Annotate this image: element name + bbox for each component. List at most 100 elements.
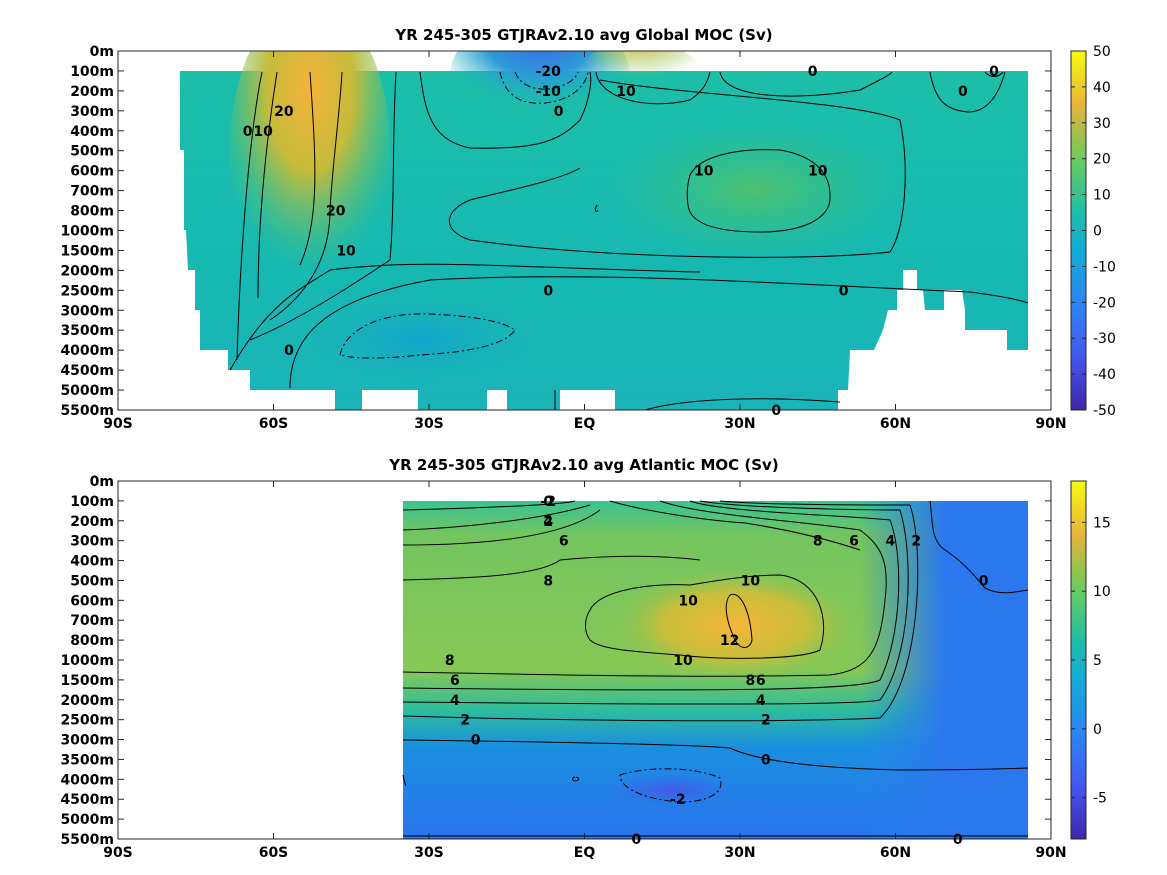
x-tick-label: EQ	[574, 416, 596, 432]
atlantic-axes: 0m 100m 200m 300m 400m 500m 600m 700m 800m 1000m 1…	[60, 474, 1066, 861]
y-tick-label: 600m	[70, 593, 114, 609]
y-tick-label: 400m	[70, 124, 114, 140]
y-tick-label: 4500m	[60, 792, 114, 808]
y-tick-label: 5500m	[60, 832, 114, 848]
y-tick-label: 2500m	[60, 713, 114, 729]
x-tick-label: 60S	[259, 416, 289, 432]
contour-label: 8	[543, 573, 553, 589]
colorbar-tick-label: 10	[1093, 584, 1111, 600]
x-tick-label: 60N	[880, 845, 911, 861]
colorbar-tick-label: 30	[1093, 116, 1111, 132]
contour-label: 0	[471, 733, 481, 749]
y-tick-label: 4000m	[60, 343, 114, 359]
contour-label: 4	[885, 534, 895, 550]
contour-label: 2	[761, 713, 771, 729]
y-tick-label: 400m	[70, 554, 114, 570]
x-tick-label: 60N	[880, 416, 911, 432]
colorbar-tick-label: -30	[1093, 331, 1116, 347]
colorbar-tick-label: 0	[1093, 722, 1102, 738]
contour-label: 2	[460, 713, 470, 729]
contour-label: 20	[274, 104, 294, 120]
contour-label: 0	[979, 573, 989, 589]
y-tick-label: 500m	[70, 573, 114, 589]
contour-label: 10	[253, 124, 273, 140]
contour-label: 0	[554, 104, 564, 120]
y-tick-label: 0m	[90, 474, 114, 490]
colorbar-tick-label: -20	[1093, 295, 1116, 311]
contour-label: 6	[756, 673, 766, 689]
y-tick-label: 2000m	[60, 263, 114, 279]
y-tick-label: 0m	[90, 44, 114, 60]
global-moc-title: YR 245-305 GTJRAv2.10 avg Global MOC (Sv…	[394, 26, 772, 44]
contour-label: 4	[756, 693, 766, 709]
colorbar-tick-label: 5	[1093, 653, 1102, 669]
y-tick-label: 4500m	[60, 363, 114, 379]
contour-label: 10	[673, 653, 693, 669]
y-tick-label: 3000m	[60, 303, 114, 319]
contour-label: 4	[450, 693, 460, 709]
atlantic-colorbar-ticks: 15 10 5 0 -5	[1071, 515, 1111, 807]
y-tick-label: 1000m	[60, 653, 114, 669]
y-tick-label: 2500m	[60, 283, 114, 299]
contour-label: 2	[911, 534, 921, 550]
y-tick-label: 200m	[70, 84, 114, 100]
contour-label: 0	[808, 64, 818, 80]
colorbar-tick-label: 20	[1093, 152, 1111, 168]
x-tick-label: 90S	[103, 416, 133, 432]
colorbar-tick-label: -10	[1093, 259, 1116, 275]
contour-label: 0	[284, 343, 294, 359]
y-tick-label: 700m	[70, 613, 114, 629]
x-tick-label: 30N	[724, 845, 755, 861]
contour-label: 10	[336, 243, 356, 259]
contour-label: -2	[670, 792, 686, 808]
x-tick-label: 90N	[1035, 845, 1066, 861]
contour-label: 0	[543, 283, 553, 299]
contour-label: 8	[745, 673, 755, 689]
y-tick-label: 2000m	[60, 693, 114, 709]
y-tick-label: 700m	[70, 184, 114, 200]
contour-label: 6	[849, 534, 859, 550]
y-tick-label: 100m	[70, 64, 114, 80]
y-tick-label: 5000m	[60, 812, 114, 828]
x-tick-label: 90S	[103, 845, 133, 861]
y-tick-label: 800m	[70, 633, 114, 649]
contour-label: 10	[694, 164, 714, 180]
contour-label: 12	[720, 633, 739, 649]
global-moc-field	[180, 51, 1029, 410]
contour-label: -20	[536, 64, 562, 80]
atlantic-moc-field	[402, 500, 1029, 839]
y-tick-label: 4000m	[60, 772, 114, 788]
x-tick-label: 30S	[414, 416, 444, 432]
contour-label: 0	[771, 403, 781, 419]
colorbar-tick-label: -5	[1093, 791, 1107, 807]
contour-label: 8	[445, 653, 455, 669]
y-tick-label: 1500m	[60, 673, 114, 689]
contour-label: 6	[450, 673, 460, 689]
colorbar-tick-label: -50	[1093, 403, 1116, 419]
contour-label: -10	[536, 84, 562, 100]
contour-label: 0	[953, 832, 963, 848]
contour-label: 2	[543, 514, 553, 530]
y-tick-label: 100m	[70, 494, 114, 510]
y-tick-label: 300m	[70, 534, 114, 550]
y-tick-label: 800m	[70, 204, 114, 220]
colorbar-tick-label: -40	[1093, 367, 1116, 383]
contour-label: 10	[808, 164, 828, 180]
y-tick-label: 500m	[70, 144, 114, 160]
contour-label: 0	[243, 124, 253, 140]
colorbar-tick-label: 15	[1093, 515, 1111, 531]
contour-label: -2	[540, 494, 556, 510]
contour-label: 0	[761, 752, 771, 768]
y-tick-label: 5000m	[60, 383, 114, 399]
contour-label: 0	[958, 84, 968, 100]
contour-label: 0	[989, 64, 999, 80]
y-tick-label: 200m	[70, 514, 114, 530]
x-tick-label: 60S	[259, 845, 289, 861]
y-tick-label: 3500m	[60, 323, 114, 339]
y-tick-label: 600m	[70, 164, 114, 180]
global-axes: 0m 100m 200m 300m 400m 500m 600m 700m 800m 1000m 1…	[60, 44, 1066, 432]
colorbar-tick-label: 0	[1093, 224, 1102, 240]
